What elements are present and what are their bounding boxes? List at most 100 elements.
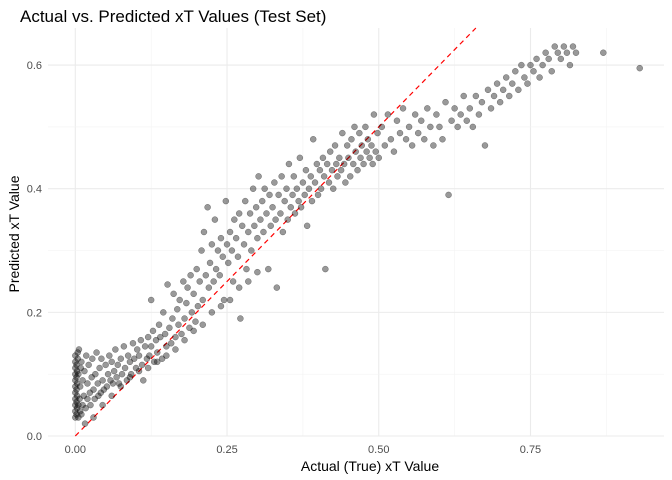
data-point: [187, 272, 194, 279]
data-point: [499, 86, 507, 94]
data-point: [249, 185, 257, 192]
data-point: [90, 386, 97, 393]
data-point: [172, 333, 179, 341]
y-axis-ticks: 0.0 0.2 0.4 0.6: [27, 60, 42, 443]
data-point: [146, 352, 153, 359]
data-point: [152, 336, 160, 344]
data-point: [202, 272, 210, 279]
data-point: [138, 361, 146, 369]
data-point: [560, 43, 568, 50]
data-point: [120, 343, 128, 350]
data-point: [153, 358, 161, 366]
data-point: [90, 414, 97, 421]
data-point: [299, 179, 307, 186]
data-point: [184, 284, 191, 291]
x-axis-ticks: 0.00 0.25 0.50 0.75: [65, 444, 542, 456]
data-point: [80, 392, 88, 400]
data-point: [92, 370, 99, 378]
data-point: [216, 272, 224, 279]
data-point: [384, 111, 392, 118]
data-point: [132, 364, 140, 372]
data-point: [308, 197, 316, 205]
data-point: [97, 389, 105, 396]
data-point: [307, 173, 315, 180]
data-point: [287, 204, 295, 211]
data-point: [210, 278, 217, 285]
data-point: [219, 253, 227, 260]
data-point: [515, 86, 522, 94]
data-point: [261, 185, 268, 192]
data-point: [157, 333, 164, 341]
data-point: [79, 377, 86, 384]
data-point: [266, 191, 273, 199]
data-point: [271, 179, 278, 186]
data-point: [569, 43, 577, 50]
data-point: [164, 281, 171, 288]
data-point: [548, 68, 555, 75]
data-point: [469, 123, 477, 131]
data-point: [240, 241, 248, 248]
data-point: [194, 302, 202, 310]
data-point: [396, 129, 404, 137]
data-point: [345, 154, 352, 162]
data-point: [73, 380, 81, 387]
data-point: [86, 389, 94, 396]
data-point: [314, 191, 322, 199]
data-point: [254, 234, 261, 242]
data-point: [600, 49, 607, 56]
data-point: [78, 411, 85, 418]
data-point: [358, 142, 366, 149]
data-point: [193, 265, 200, 273]
data-point: [205, 284, 213, 291]
data-point: [545, 55, 552, 63]
data-point: [199, 296, 207, 304]
data-point: [279, 228, 287, 236]
data-point: [551, 43, 559, 50]
data-point: [333, 160, 340, 168]
data-point: [636, 64, 643, 72]
data-point: [454, 123, 461, 131]
data-point: [130, 355, 138, 362]
x-tick-label: 0.50: [368, 444, 389, 456]
data-point: [81, 367, 88, 375]
data-point: [527, 61, 534, 69]
data-point: [521, 74, 528, 81]
data-point: [260, 228, 267, 236]
data-point: [163, 352, 170, 359]
data-point: [362, 123, 369, 131]
x-tick-label: 0.00: [65, 444, 86, 456]
x-tick-label: 0.25: [216, 444, 237, 456]
data-point: [73, 386, 80, 393]
data-point: [275, 191, 282, 199]
data-point: [124, 352, 132, 359]
data-point: [563, 49, 571, 56]
data-point: [98, 355, 105, 362]
data-point: [77, 364, 85, 372]
data-point: [278, 173, 285, 180]
data-point: [252, 204, 260, 211]
data-point: [311, 179, 319, 186]
data-point: [76, 395, 83, 403]
data-point: [408, 142, 416, 149]
data-point: [536, 74, 543, 81]
data-point: [126, 358, 134, 366]
data-point: [104, 370, 112, 378]
data-point: [281, 197, 288, 205]
data-point: [150, 358, 158, 366]
data-point: [204, 204, 211, 211]
data-point: [336, 154, 343, 162]
data-point: [402, 136, 410, 143]
data-point: [135, 367, 143, 375]
data-point: [108, 358, 115, 366]
data-point: [181, 336, 188, 344]
data-point: [445, 191, 452, 199]
data-point: [439, 136, 446, 143]
data-point: [93, 349, 100, 356]
data-point: [82, 404, 89, 412]
data-point: [192, 318, 199, 325]
data-point: [343, 142, 351, 149]
data-point: [73, 411, 80, 418]
data-point: [183, 299, 190, 307]
data-point: [533, 55, 540, 63]
